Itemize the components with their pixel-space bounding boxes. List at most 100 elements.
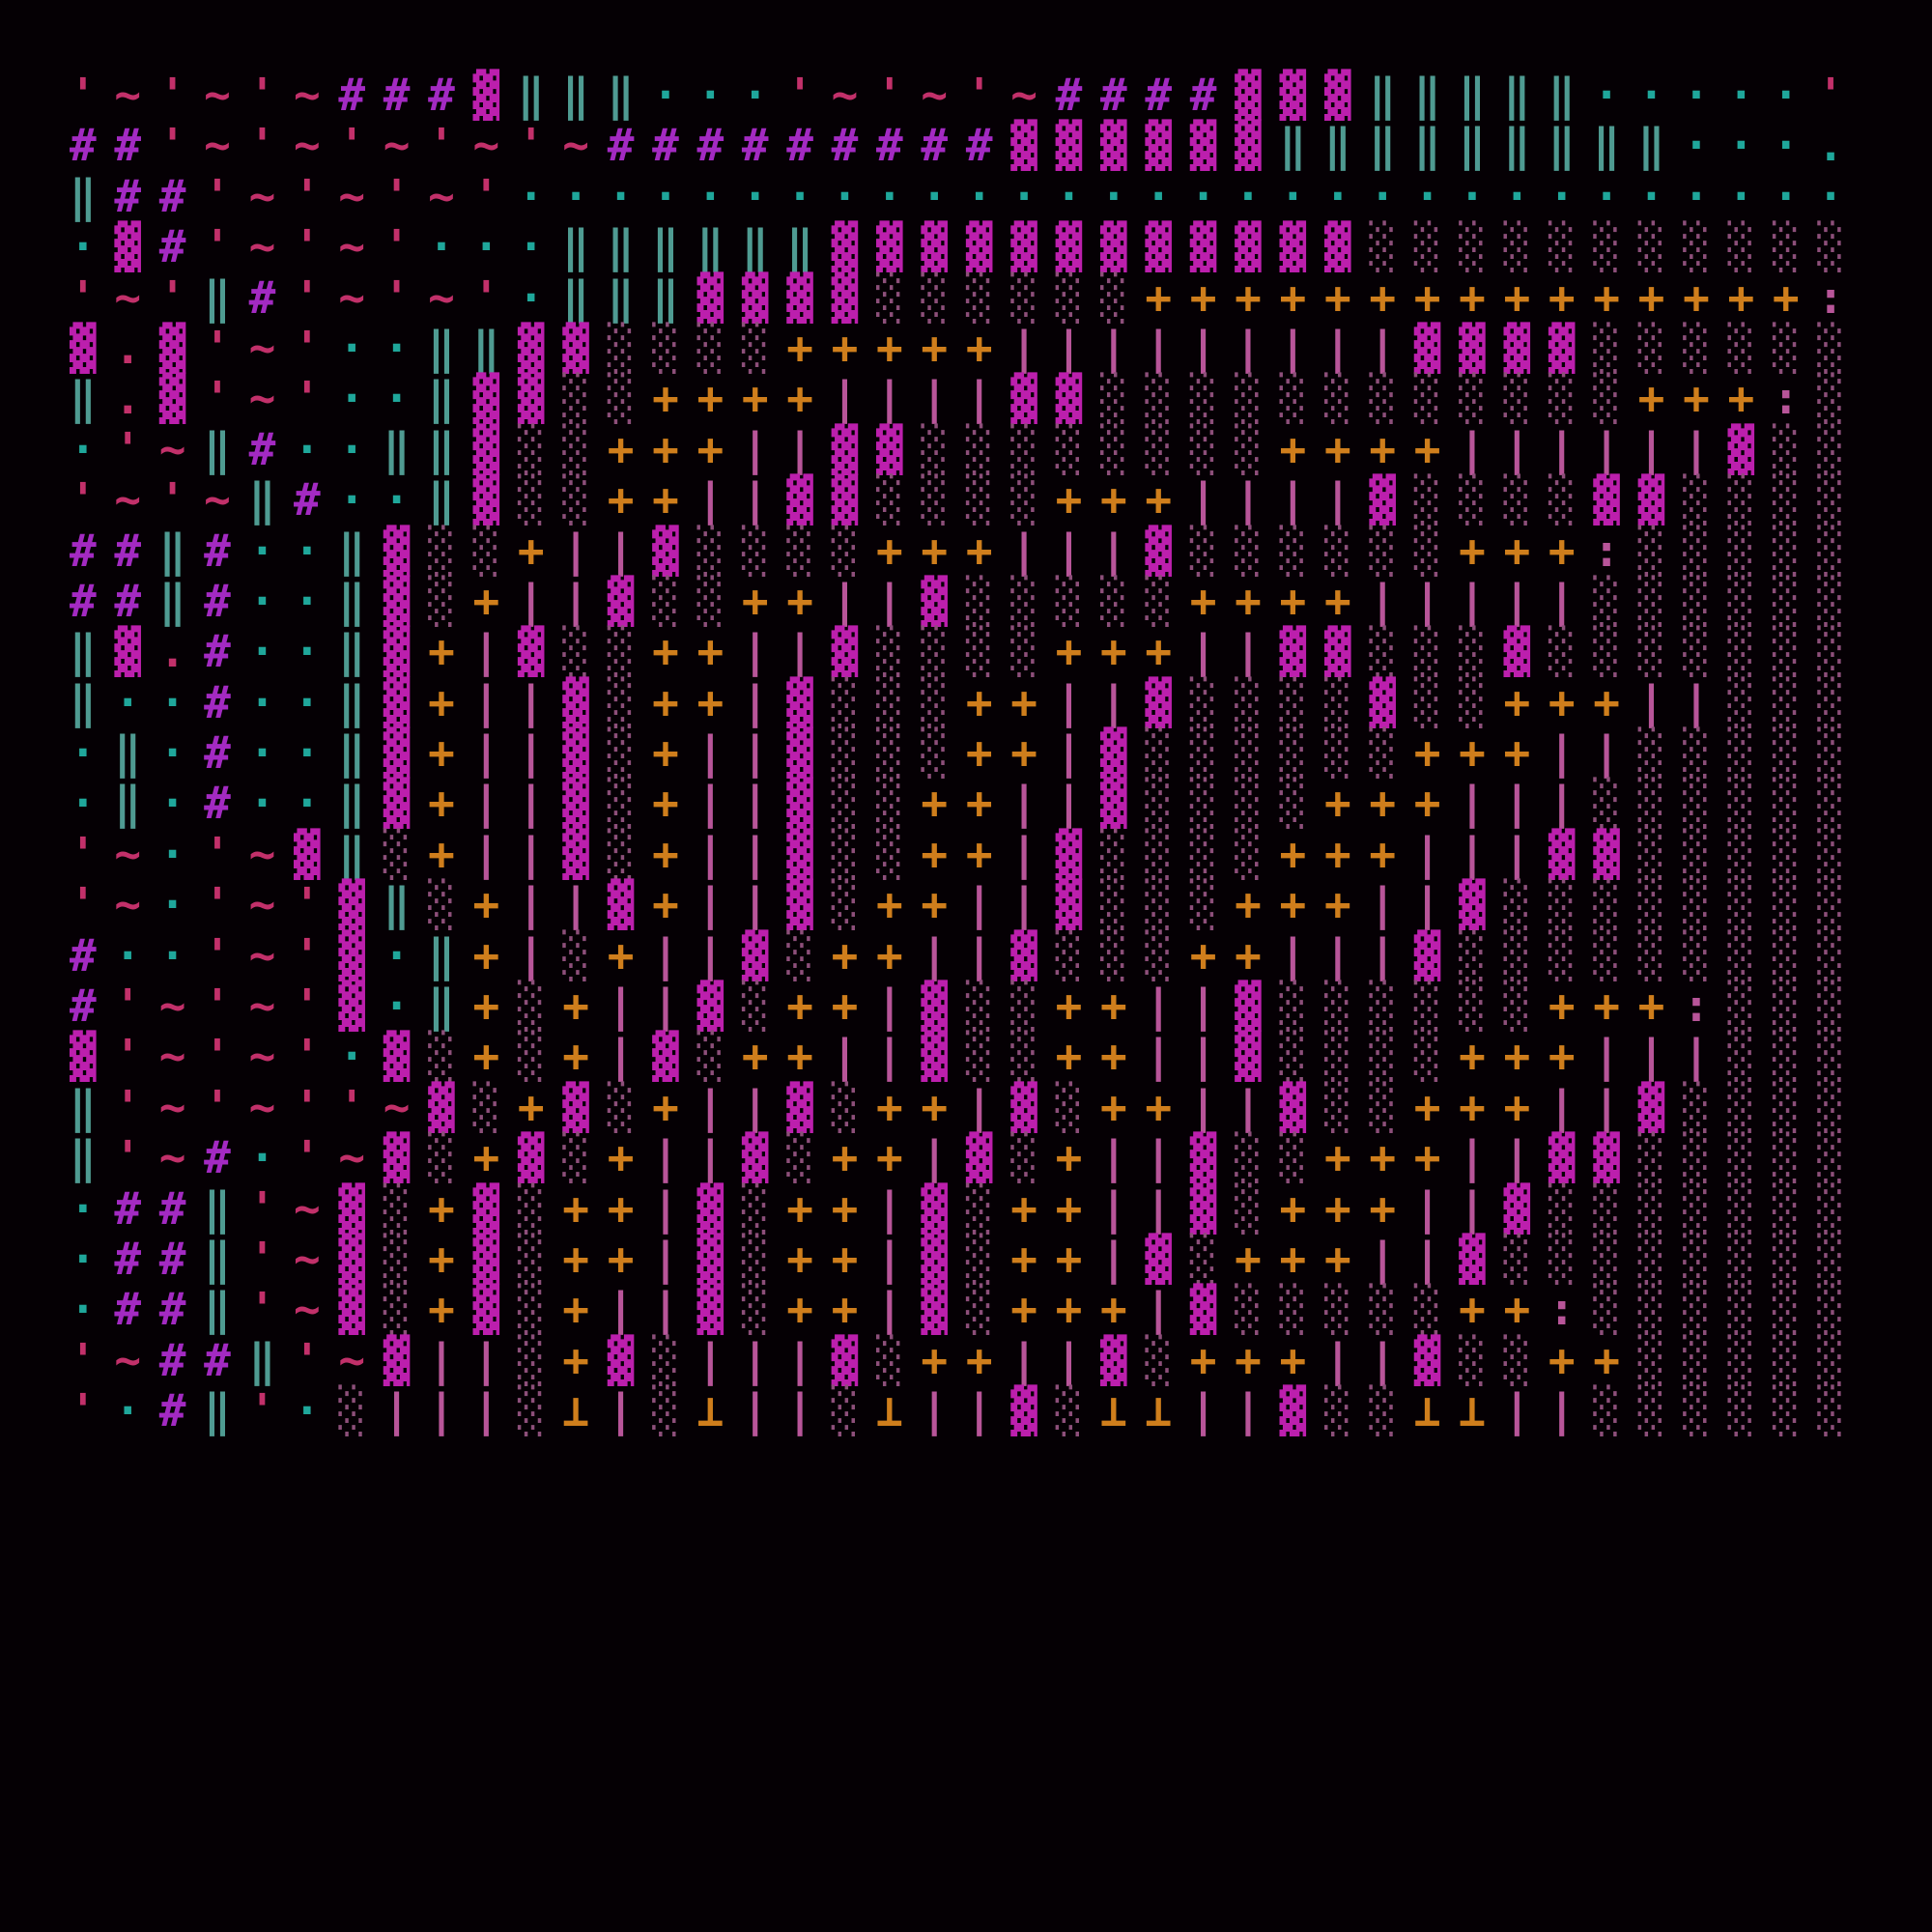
ascii-cell: +: [652, 726, 679, 780]
ascii-cell: ░: [607, 726, 635, 780]
ascii-cell: ▓: [1503, 625, 1531, 678]
ascii-cell: ░: [1369, 524, 1397, 577]
ascii-cell: ░: [921, 625, 949, 678]
ascii-cell: ▓: [1235, 220, 1262, 273]
ascii-cell: +: [1593, 1333, 1620, 1386]
ascii-cell: ~: [338, 1333, 366, 1386]
ascii-cell: |: [472, 777, 500, 830]
ascii-cell: +: [607, 1181, 635, 1235]
ascii-cell: #: [696, 119, 724, 172]
ascii-cell: ░: [1369, 1030, 1397, 1083]
ascii-cell: +: [652, 372, 679, 425]
ascii-cell: ░: [1279, 726, 1307, 780]
ascii-cell: ▓: [1369, 473, 1397, 526]
ascii-cell: +: [696, 625, 724, 678]
ascii-cell: ░: [1010, 270, 1037, 324]
ascii-cell: |: [1235, 625, 1262, 678]
ascii-cell: ░: [1503, 878, 1531, 931]
ascii-cell: ░: [428, 878, 455, 931]
ascii-cell: +: [562, 1181, 589, 1235]
ascii-cell: +: [1323, 1181, 1351, 1235]
ascii-cell: ░: [1637, 1333, 1665, 1386]
ascii-cell: ░: [1503, 220, 1531, 273]
ascii-cell: ▓: [1593, 473, 1620, 526]
ascii-cell: |: [1235, 473, 1262, 526]
ascii-cell: ': [293, 321, 321, 374]
ascii-cell: ░: [428, 1030, 455, 1083]
ascii-cell: |: [1010, 524, 1037, 577]
ascii-cell: +: [472, 1030, 500, 1083]
ascii-cell: ░: [1637, 827, 1665, 880]
ascii-cell: +: [428, 625, 455, 678]
ascii-cell: +: [607, 473, 635, 526]
ascii-cell: ·: [517, 220, 545, 273]
ascii-cell: |: [607, 524, 635, 577]
ascii-cell: |: [741, 777, 769, 830]
ascii-cell: ▓: [1010, 928, 1037, 981]
ascii-cell: +: [1279, 574, 1307, 627]
ascii-row: · # # ‖ ' ~ ▓ ░ + ▓ ░ + + | ▓ ░ + + | ▓ ░ + + | | ▓ ░ + + + | | ▓ ░ ░ ░ ░ ░ ░ ░: [70, 1181, 1862, 1235]
ascii-cell: +: [607, 422, 635, 475]
ascii-cell: ░: [1279, 524, 1307, 577]
ascii-cell: ': [472, 169, 500, 222]
ascii-cell: ▓: [472, 473, 500, 526]
ascii-cell: ░: [1413, 372, 1441, 425]
ascii-cell: #: [70, 119, 97, 172]
ascii-cell: ░: [1548, 1181, 1576, 1235]
ascii-cell: ~: [1010, 69, 1037, 121]
ascii-cell: ░: [1683, 878, 1710, 931]
ascii-cell: ·: [786, 169, 813, 222]
ascii-cell: #: [204, 726, 231, 780]
ascii-row: ‖. ▓ ' ~ ' · · ‖ ▓ ▓ ░ ░ + + + + | | | | ▓ ▓ ░ ░ ░ ░ ░ ░ ░ ░ ░ ░ ░ ░ + + +: ░: [70, 372, 1862, 425]
ascii-cell: +: [1010, 1283, 1037, 1336]
ascii-cell: |: [1637, 1030, 1665, 1083]
ascii-cell: |: [1503, 777, 1531, 830]
ascii-cell: |: [696, 726, 724, 780]
ascii-cell: +: [1369, 270, 1397, 324]
ascii-cell: |: [1459, 1131, 1486, 1184]
ascii-cell: ·: [1010, 169, 1037, 222]
ascii-cell: ░: [1548, 878, 1576, 931]
ascii-cell: ░: [1459, 372, 1486, 425]
ascii-cell: ~: [338, 1131, 366, 1184]
ascii-cell: +: [472, 574, 500, 627]
ascii-cell: |: [741, 878, 769, 931]
ascii-cell: ░: [1817, 878, 1844, 931]
ascii-cell: ░: [1010, 574, 1037, 627]
ascii-cell: ·: [248, 726, 276, 780]
ascii-cell: ~: [248, 321, 276, 374]
ascii-cell: ·: [70, 220, 97, 273]
ascii-row: # # ‖ # · · ‖ ▓ ░ ░ + | | ▓ ░ ░ ░ ░ + + + | | | ▓ ░ ░ ░ ░ ░ ░ + + +: ░ ░ ░ ░ ░: [70, 524, 1862, 577]
ascii-cell: ░: [1189, 827, 1217, 880]
ascii-cell: ‖: [70, 625, 97, 678]
ascii-cell: |: [1279, 321, 1307, 374]
ascii-cell: ░: [1637, 625, 1665, 678]
ascii-cell: +: [831, 928, 859, 981]
ascii-cell: ·: [248, 574, 276, 627]
ascii-cell: ~: [428, 169, 455, 222]
ascii-cell: ~: [204, 473, 231, 526]
ascii-cell: #: [70, 574, 97, 627]
ascii-cell: ░: [607, 372, 635, 425]
ascii-cell: ': [293, 1333, 321, 1386]
ascii-cell: +: [831, 321, 859, 374]
ascii-cell: ░: [1323, 1080, 1351, 1133]
ascii-cell: ‖: [1413, 69, 1441, 121]
ascii-row: ' ~ ' ‖ # ' ~ ' ~ ' · ‖ ‖ ‖ ▓ ▓ ▓ ▓ ░ ░ ░ ░ ░ ░ + + + + + + + + + + + + + + +:: [70, 270, 1862, 324]
ascii-cell: ░: [696, 524, 724, 577]
ascii-cell: :: [1593, 524, 1620, 577]
ascii-cell: |: [1323, 473, 1351, 526]
ascii-cell: ▓: [1099, 220, 1127, 273]
ascii-cell: +: [831, 980, 859, 1033]
ascii-cell: ': [965, 69, 993, 121]
ascii-cell: +: [1235, 1333, 1262, 1386]
ascii-cell: ░: [786, 1131, 813, 1184]
ascii-cell: ░: [1727, 675, 1755, 728]
ascii-cell: ░: [965, 625, 993, 678]
ascii-cell: |: [472, 625, 500, 678]
ascii-cell: ~: [293, 69, 321, 121]
ascii-cell: ▓: [472, 1181, 500, 1235]
ascii-cell: #: [1145, 69, 1173, 121]
ascii-cell: +: [921, 1333, 949, 1386]
ascii-cell: ▓: [876, 220, 903, 273]
